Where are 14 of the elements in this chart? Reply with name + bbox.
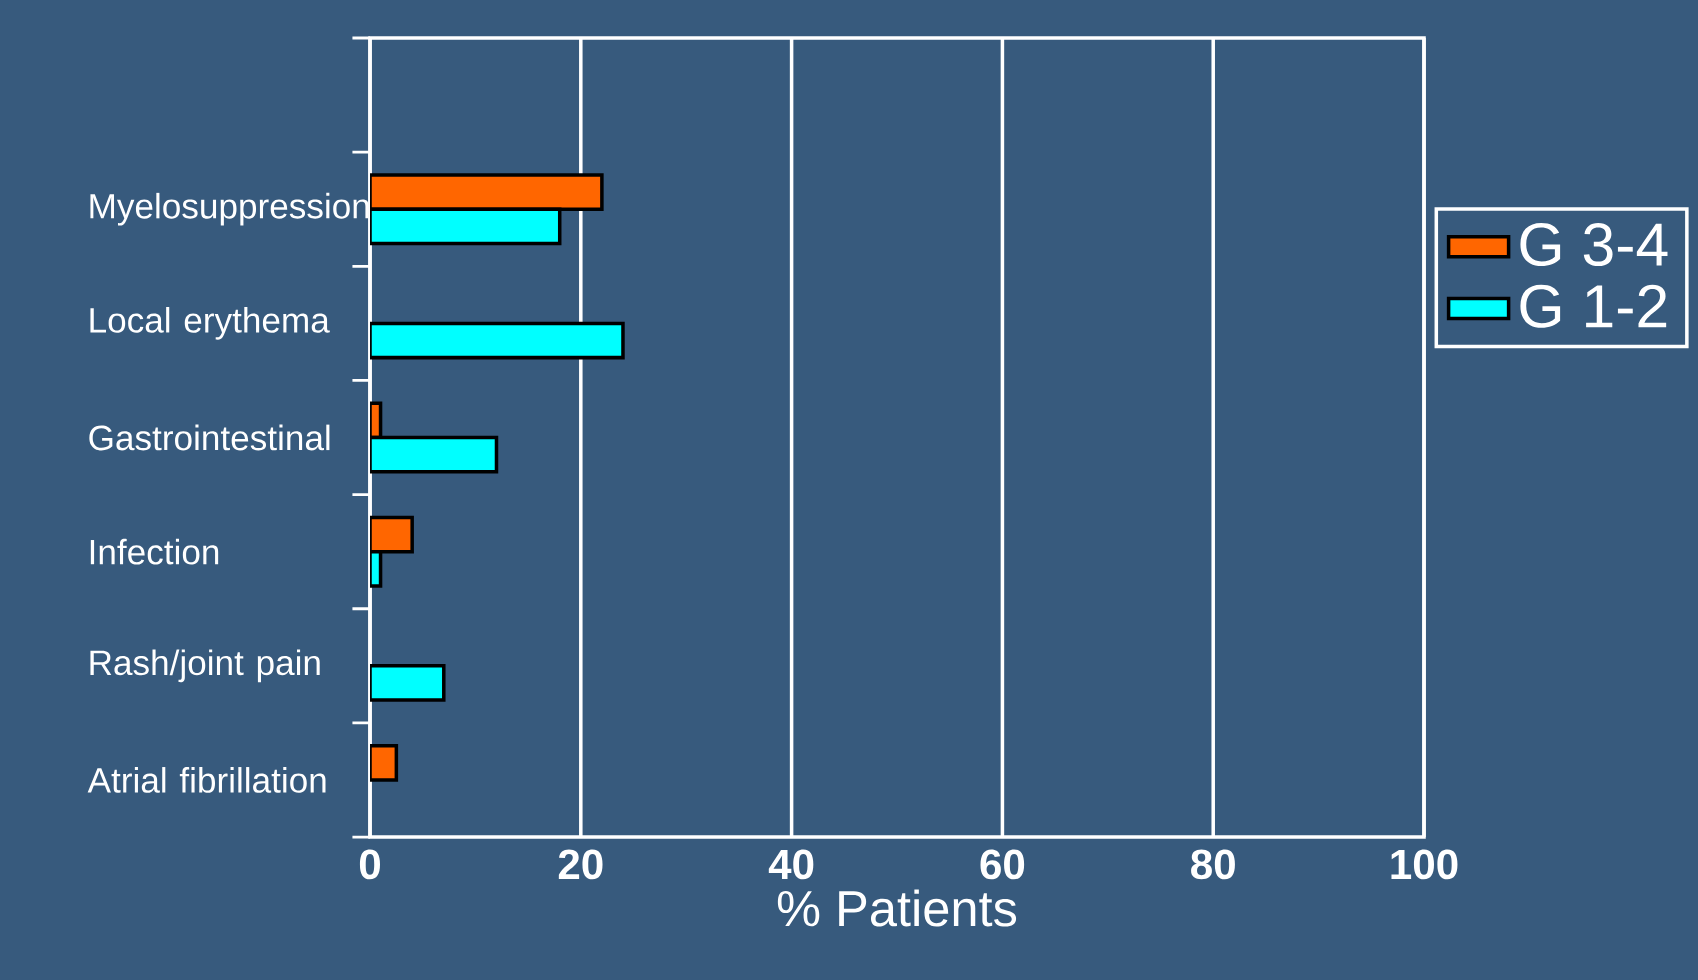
y-tick-label: Local erythema (90, 307, 330, 340)
x-tick-label: 40 (768, 849, 814, 880)
x-tick-label: 20 (558, 849, 603, 880)
y-tick-label: Infection (90, 538, 219, 565)
x-axis-title: % Patients (777, 889, 1017, 927)
legend-label: G 1-2 (1520, 284, 1667, 328)
y-tick-label: Rash/joint pain (90, 649, 320, 683)
x-tick-label: 60 (980, 849, 1025, 880)
y-tick-label: Gastrointestinal (89, 424, 330, 451)
x-tick-label: 0 (359, 849, 380, 880)
x-tick-label: 100 (1391, 849, 1458, 880)
y-tick-label: Atrial fibrillation (87, 767, 326, 793)
x-tick-label: 80 (1191, 849, 1235, 880)
legend-label: G 3-4 (1520, 223, 1668, 267)
